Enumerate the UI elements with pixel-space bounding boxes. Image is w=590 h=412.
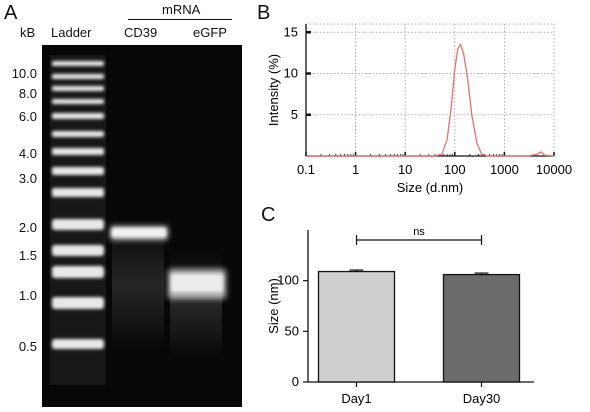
gel-image	[42, 45, 242, 407]
dls-axes	[305, 24, 554, 157]
size-bars	[317, 269, 521, 383]
dls-x-tick-label: 1	[352, 162, 359, 177]
cd39-band	[112, 228, 166, 237]
dls-chart: 0.1 1 10 100 1000 10000 5 10 15 Size (d.nm) Inte…	[266, 23, 573, 195]
ladder-mark-4: 4.0	[18, 146, 37, 161]
ladder-mark-8: 8.0	[18, 86, 37, 101]
size-bar-y-tick-label: 50	[285, 323, 299, 338]
dls-intensity-line	[306, 43, 555, 157]
ladder-mark-1-5: 1.5	[18, 248, 37, 263]
ladder-band	[52, 297, 104, 309]
dls-grid	[305, 23, 555, 156]
size-bar-category-label: Day30	[463, 391, 501, 406]
gel-group-underline	[128, 19, 232, 20]
gel-unit-label: kB	[20, 25, 36, 40]
dls-x-tick-label: 10	[398, 162, 412, 177]
dls-ticks: 0.1 1 10 100 1000 10000 5 10 15	[284, 24, 573, 177]
size-bar-y-tick-label: 100	[277, 273, 299, 288]
ladder-band	[52, 339, 104, 349]
size-bar-category-label: Day1	[341, 391, 371, 406]
size-bar-y-axis-label: Size (nm)	[266, 278, 281, 334]
dls-y-axis-label: Intensity (%)	[266, 54, 281, 126]
gel-lane-label-1: CD39	[124, 25, 158, 40]
egfp-band	[171, 274, 223, 292]
panel-b-letter: B	[257, 2, 271, 24]
ladder-band	[52, 266, 104, 278]
gel-group-label: mRNA	[162, 2, 201, 17]
ladder-band	[52, 188, 104, 197]
size-bar-y-tick-label: 0	[292, 374, 299, 389]
size-bar-ticks: 0 50 100 Day1 Day30	[277, 273, 500, 406]
dls-y-tick-label: 5	[291, 107, 298, 122]
dls-x-axis-label: Size (d.nm)	[397, 180, 463, 195]
ladder-band	[52, 113, 104, 119]
ladder-mark-10: 10.0	[11, 66, 37, 81]
significance-label: ns	[413, 226, 425, 238]
ladder-band	[52, 99, 104, 104]
ladder-band	[52, 148, 104, 155]
dls-x-tick-label: 100	[444, 162, 466, 177]
size-bar	[442, 273, 521, 383]
ladder-mark-6: 6.0	[18, 109, 37, 124]
ladder-band	[52, 74, 104, 79]
ladder-mark-1: 1.0	[18, 288, 37, 303]
gel-lane-label-2: eGFP	[193, 25, 227, 40]
panel-c-letter: C	[261, 204, 276, 226]
ladder-band	[52, 167, 104, 175]
ladder-band	[52, 61, 104, 66]
panel-a-letter: A	[4, 2, 18, 24]
ladder-mark-3: 3.0	[18, 171, 37, 186]
ladder-band	[52, 131, 104, 137]
size-bar-chart: 0 50 100 Day1 Day30 ns Size (nm)	[266, 226, 534, 406]
dls-x-tick-label: 10000	[536, 162, 572, 177]
significance-bracket: ns	[355, 226, 483, 245]
ladder-band	[52, 245, 104, 256]
dls-x-tick-label: 0.1	[297, 162, 315, 177]
dls-y-tick-label: 15	[284, 24, 298, 39]
ladder-mark-0-5: 0.5	[18, 339, 37, 354]
dls-x-tick-label: 1000	[490, 162, 519, 177]
egfp-lane-smear	[170, 250, 222, 360]
ladder-band	[52, 219, 104, 230]
ladder-bands	[52, 61, 104, 349]
ladder-mark-2: 2.0	[18, 220, 37, 235]
cd39-lane-smear	[112, 220, 164, 350]
dls-y-tick-label: 10	[284, 66, 298, 81]
ladder-band	[52, 86, 104, 91]
gel-ladder-label: Ladder	[51, 25, 92, 40]
size-bar	[317, 270, 396, 383]
